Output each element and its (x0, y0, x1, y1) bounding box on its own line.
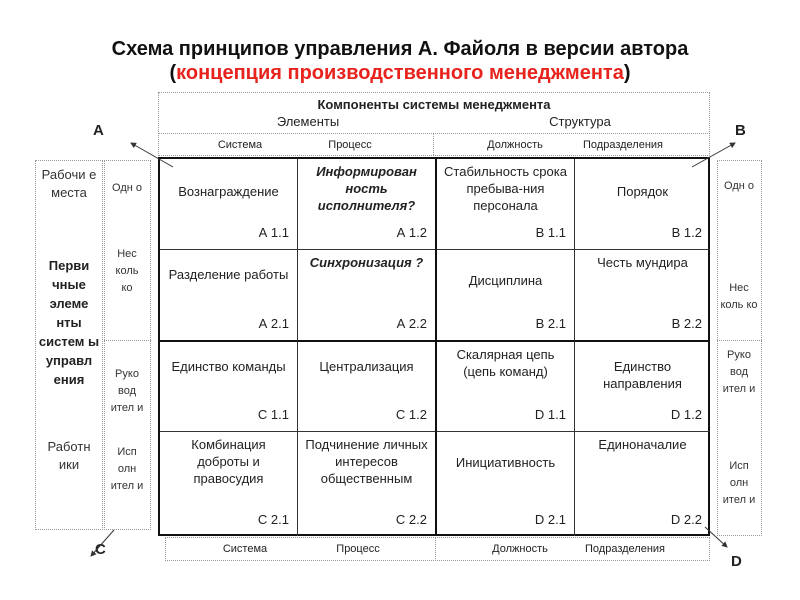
divider (158, 133, 710, 134)
principles-grid: Вознаграждение А 1.1 Информирован ность ис… (158, 157, 710, 536)
principle-name: Синхронизация ? (309, 255, 424, 270)
principle-code: В 1.1 (535, 225, 566, 240)
left-executors: Исп олн ител и (110, 446, 144, 492)
header-structure: Структура (549, 114, 611, 129)
principle-cell: Дисциплина В 2.1 (437, 250, 575, 342)
principle-code: D 2.2 (670, 512, 702, 527)
left-inner-box (104, 160, 151, 530)
right-box (717, 160, 762, 536)
bottom-col-process: Процесс (336, 543, 380, 555)
divider (717, 340, 762, 341)
principle-code: С 2.2 (395, 512, 427, 527)
title-subtitle: концепция производственного менеджмента (176, 62, 624, 84)
principle-name: Информирован ность исполнителя? (316, 164, 417, 213)
principle-name: Скалярная цепь (цепь команд) (456, 347, 555, 379)
principle-name: Единоначалие (598, 437, 687, 452)
principle-cell: Порядок В 1.2 (575, 159, 710, 250)
principle-code: А 1.2 (396, 225, 427, 240)
col-position: Должность (487, 139, 543, 151)
principle-cell: Инициативность D 2.1 (437, 432, 575, 536)
header-main: Компоненты системы менеджмента (317, 97, 551, 112)
principle-code: С 2.1 (257, 512, 289, 527)
arrow-a (130, 142, 174, 168)
principle-code: А 1.1 (258, 225, 289, 240)
principle-name: Порядок (616, 184, 669, 199)
right-executors: Исп олн ител и (722, 460, 756, 506)
col-system: Система (217, 139, 263, 151)
principle-name: Комбинация доброты и правосудия (191, 437, 266, 486)
principle-code: А 2.1 (258, 316, 289, 331)
principle-name: Стабильность срока пребыва-ния персонала (444, 164, 567, 213)
arrow-c (90, 529, 115, 557)
principle-cell: Стабильность срока пребыва-ния персонала… (437, 159, 575, 250)
principle-name: Единство направления (603, 359, 682, 391)
principle-cell: Честь мундира В 2.2 (575, 250, 710, 342)
principle-cell: Единство направления D 1.2 (575, 342, 710, 432)
principle-cell: Централизация С 1.2 (298, 342, 437, 432)
left-outer-box (35, 160, 103, 530)
divider (433, 133, 434, 155)
right-managers: Руко вод ител и (722, 349, 756, 395)
arrow-b (691, 142, 736, 168)
col-units: Подразделения (583, 139, 663, 151)
left-managers: Руко вод ител и (110, 368, 144, 414)
principle-cell: Подчинение личных интересов общественным… (298, 432, 437, 536)
principle-name: Централизация (319, 359, 414, 374)
principle-cell: Разделение работы А 2.1 (160, 250, 298, 342)
principle-name: Инициативность (455, 455, 556, 470)
bottom-header-box (165, 537, 710, 561)
principle-name: Честь мундира (597, 255, 688, 270)
principle-code: В 2.1 (535, 316, 566, 331)
principle-code: А 2.2 (396, 316, 427, 331)
principle-code: D 2.1 (534, 512, 566, 527)
right-one: Одн о (724, 180, 754, 192)
principle-cell: Синхронизация ? А 2.2 (298, 250, 437, 342)
principle-name: Единство команды (171, 359, 286, 374)
bottom-col-system: Система (222, 543, 268, 555)
workers-label: Работн ики (47, 439, 91, 472)
principle-cell: Комбинация доброты и правосудия С 2.1 (160, 432, 298, 536)
title-line1: Схема принципов управления А. Файоля в в… (111, 38, 689, 60)
corner-a-label: A (93, 122, 104, 139)
top-header-box (158, 92, 710, 156)
right-several: Нес коль ко (720, 282, 758, 311)
principle-name: Подчинение личных интересов общественным (305, 437, 428, 486)
primary-elements-label: Перви чные элеме нты систем ы управл ени… (38, 258, 100, 387)
principle-cell: Информирован ность исполнителя? А 1.2 (298, 159, 437, 250)
principle-cell: Единоначалие D 2.2 (575, 432, 710, 536)
principle-cell: Вознаграждение А 1.1 (160, 159, 298, 250)
principle-code: С 1.2 (395, 407, 427, 422)
principle-code: D 1.1 (534, 407, 566, 422)
principle-code: В 2.2 (671, 316, 702, 331)
header-elements: Элементы (276, 114, 340, 129)
divider (104, 340, 151, 341)
principle-cell: Скалярная цепь (цепь команд) D 1.1 (437, 342, 575, 432)
paren: ( (169, 62, 177, 84)
bottom-col-position: Должность (492, 543, 548, 555)
divider (435, 537, 436, 561)
col-process: Процесс (328, 139, 372, 151)
arrow-d (704, 526, 728, 548)
left-several: Нес коль ко (115, 248, 139, 294)
corner-b-label: B (735, 122, 746, 139)
bottom-col-units: Подразделения (585, 543, 665, 555)
principle-code: D 1.2 (670, 407, 702, 422)
title-line2: (концепция производственного менеджмента… (0, 62, 800, 85)
principle-name: Разделение работы (168, 267, 289, 282)
paren: ) (623, 62, 631, 84)
corner-c-label: C (95, 541, 106, 558)
principle-code: В 1.2 (671, 225, 702, 240)
left-one: Одн о (112, 182, 142, 194)
corner-d-label: D (731, 553, 742, 570)
principle-name: Вознаграждение (178, 184, 279, 199)
principle-name: Дисциплина (468, 273, 543, 288)
principle-code: С 1.1 (257, 407, 289, 422)
workplaces-label: Рабочи е места (41, 167, 97, 200)
principle-cell: Единство команды С 1.1 (160, 342, 298, 432)
